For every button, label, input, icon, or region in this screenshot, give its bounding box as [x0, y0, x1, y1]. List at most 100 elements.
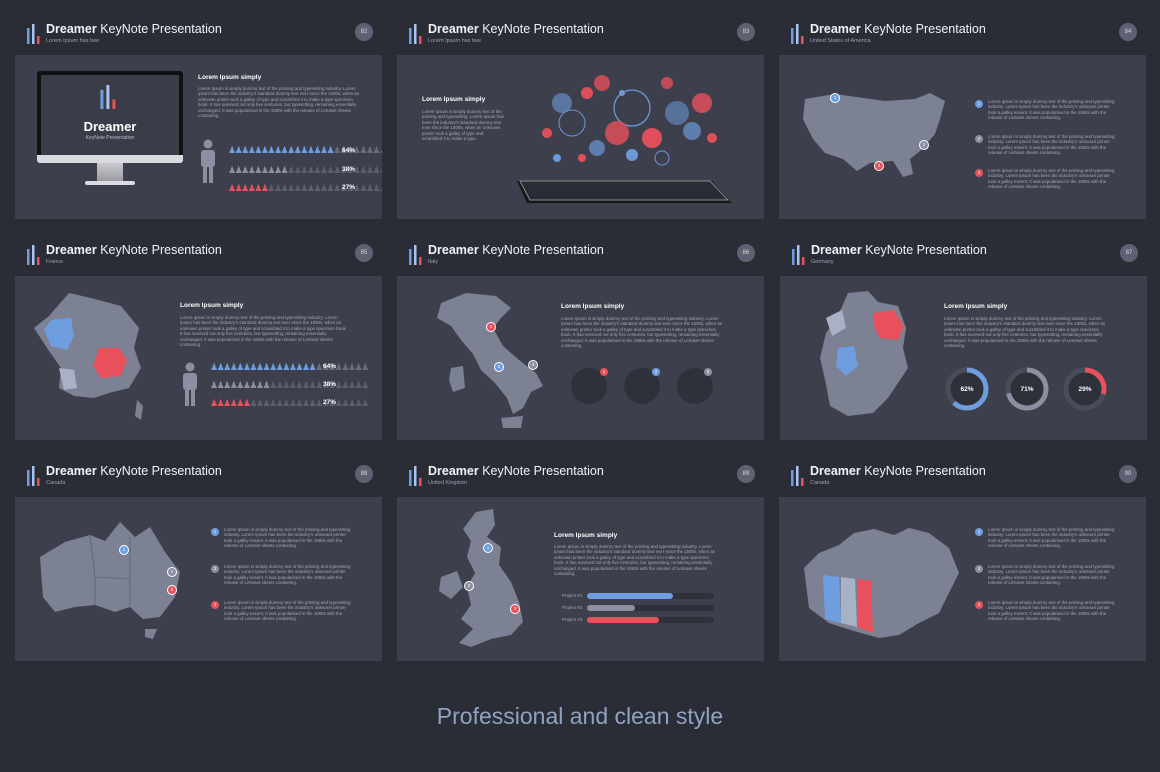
- slide-number-badge: 84: [1119, 23, 1137, 41]
- phone-bubbles-illustration: [517, 75, 732, 203]
- usa-map-icon: [803, 93, 945, 177]
- monitor-mockup: Dreamer KeyNote Presentation: [37, 71, 183, 193]
- people-row-red: ♟♟♟♟♟♟♟♟♟♟♟♟♟♟♟♟♟♟♟♟♟♟♟♟: [210, 398, 369, 408]
- map-pin-1[interactable]: 1: [486, 322, 496, 332]
- map-pin-1[interactable]: 1: [483, 543, 493, 553]
- people-row-grey: ♟♟♟♟♟♟♟♟♟♟♟♟♟♟♟♟♟♟♟♟♟♟♟♟: [210, 380, 369, 390]
- donut-chart-3: [1063, 367, 1107, 411]
- map-pin-2[interactable]: 2: [919, 140, 929, 150]
- slide-heading: Lorem Ipsum simply: [180, 302, 244, 309]
- slide-number-badge: 88: [355, 465, 373, 483]
- slide-paragraph: Lorem Ipsum is simply dummy text of the …: [422, 109, 504, 142]
- tagline: Professional and clean style: [436, 703, 724, 729]
- project-bar-1: [587, 593, 714, 599]
- uk-map-icon: [439, 509, 523, 647]
- slide-subtitle: United Kingdom: [428, 480, 468, 486]
- map-pin-2[interactable]: 2: [167, 567, 177, 577]
- project-bar-3: [587, 617, 714, 623]
- map-pin-2[interactable]: 2: [464, 581, 474, 591]
- slide-subtitle: Lorem Ipsum has bee: [428, 38, 482, 44]
- list-number-2: 2: [975, 565, 983, 573]
- bar-logo-icon: [791, 24, 804, 44]
- slide-title: Dreamer KeyNote Presentation: [46, 22, 222, 36]
- slide-subtitle: Canada: [46, 480, 66, 486]
- person-icon: [183, 362, 197, 406]
- list-number-1: 1: [975, 100, 983, 108]
- bar-logo-icon: [792, 245, 805, 265]
- slide-82[interactable]: Dreamer KeyNote Presentation Lorem Ipsum…: [15, 13, 382, 219]
- slide-84[interactable]: Dreamer KeyNote Presentation United Stat…: [779, 13, 1146, 219]
- list-item-text: Lorem Ipsum is simply dummy text of the …: [988, 564, 1115, 586]
- percent-2: 38%: [323, 381, 337, 388]
- bar-logo-icon: [27, 466, 40, 486]
- map-pin-3[interactable]: 3: [874, 161, 884, 171]
- slide-paragraph: Lorem Ipsum is simply dummy text of the …: [198, 86, 360, 119]
- map-pin-3[interactable]: 3: [528, 360, 538, 370]
- people-row-blue: ♟♟♟♟♟♟♟♟♟♟♟♟♟♟♟♟♟♟♟♟♟♟♟♟: [210, 362, 369, 372]
- slide-title: Dreamer KeyNote Presentation: [46, 464, 222, 478]
- stat-marker-1: 1: [600, 368, 608, 376]
- percent-2: 38%: [342, 166, 356, 173]
- slide-85[interactable]: Dreamer KeyNote Presentation France 85 L…: [15, 234, 382, 440]
- slide-subtitle: Italy: [428, 259, 439, 265]
- italy-map-icon: [437, 293, 543, 428]
- list-item-text: Lorem Ipsum is simply dummy text of the …: [988, 99, 1115, 121]
- slide-title: Dreamer KeyNote Presentation: [810, 22, 986, 36]
- slide-subtitle: United States of America: [810, 38, 871, 44]
- percent-1: 64%: [342, 147, 356, 154]
- bar-logo-icon: [409, 466, 422, 486]
- slide-body: Dreamer KeyNote Presentation Lorem Ipsum…: [15, 55, 382, 219]
- list-item-text: Lorem Ipsum is simply dummy text of the …: [988, 527, 1115, 549]
- slide-88[interactable]: Dreamer KeyNote Presentation Canada 88 1…: [15, 455, 382, 661]
- slide-body: Lorem Ipsum simply Lorem Ipsum is simply…: [397, 55, 764, 219]
- monitor-subtitle: KeyNote Presentation: [85, 135, 135, 141]
- map-pin-1[interactable]: 1: [830, 93, 840, 103]
- slide-subtitle: Canada: [810, 480, 830, 486]
- people-row-grey: ♟♟♟♟♟♟♟♟♟♟♟♟♟♟♟♟♟♟♟♟♟♟♟♟: [228, 165, 382, 175]
- donut-label-2: 71%: [1020, 386, 1034, 393]
- slide-body: 1 2 3 1 Lorem Ipsum is simply dummy text…: [15, 497, 382, 661]
- map-pin-3[interactable]: 3: [510, 604, 520, 614]
- slide-title: Dreamer KeyNote Presentation: [428, 22, 604, 36]
- slide-87[interactable]: Dreamer KeyNote Presentation Germany 87 …: [780, 234, 1147, 440]
- monitor-logo-icon: [100, 85, 116, 109]
- slide-86[interactable]: Dreamer KeyNote Presentation Italy 86 1 …: [397, 234, 764, 440]
- list-item-text: Lorem Ipsum is simply dummy text of the …: [224, 564, 351, 586]
- australia-map-icon: [40, 522, 180, 639]
- slide-header: Dreamer KeyNote Presentation Canada 90: [779, 455, 1146, 495]
- france-map-icon: [34, 293, 143, 420]
- list-item-text: Lorem Ipsum is simply dummy text of the …: [224, 600, 351, 622]
- slide-body: 1 2 3 Lorem Ipsum simply Lorem Ipsum is …: [397, 497, 764, 661]
- list-number-3: 3: [211, 601, 219, 609]
- slide-body: Lorem Ipsum simply Lorem Ipsum is simply…: [780, 276, 1147, 440]
- donut-chart-2: [1005, 367, 1049, 411]
- monitor-title: Dreamer: [83, 119, 137, 134]
- slide-header: Dreamer KeyNote Presentation Italy 86: [397, 234, 764, 274]
- bar-logo-icon: [27, 24, 40, 44]
- project-label-2: Project #2: [562, 605, 583, 610]
- list-number-3: 3: [975, 601, 983, 609]
- slide-number-badge: 86: [737, 244, 755, 262]
- percent-3: 27%: [342, 184, 356, 191]
- map-pin-2[interactable]: 2: [494, 362, 504, 372]
- person-icon: [201, 139, 215, 183]
- slide-89[interactable]: Dreamer KeyNote Presentation United King…: [397, 455, 764, 661]
- slide-title: Dreamer KeyNote Presentation: [811, 243, 987, 257]
- slide-subtitle: France: [46, 259, 64, 265]
- slide-body: 1 2 3 1 Lorem Ipsum is simply dummy text…: [779, 55, 1146, 219]
- list-number-1: 1: [975, 528, 983, 536]
- slide-header: Dreamer KeyNote Presentation Canada 88: [15, 455, 382, 495]
- slide-header: Dreamer KeyNote Presentation Lorem Ipsum…: [15, 13, 382, 53]
- slide-83[interactable]: Dreamer KeyNote Presentation Lorem Ipsum…: [397, 13, 764, 219]
- map-pin-1[interactable]: 1: [119, 545, 129, 555]
- slide-title: Dreamer KeyNote Presentation: [428, 243, 604, 257]
- slide-paragraph: Lorem Ipsum is simply dummy text of the …: [554, 544, 716, 577]
- project-fill-1: [587, 593, 674, 599]
- percent-3: 27%: [323, 399, 337, 406]
- project-bar-2: [587, 605, 714, 611]
- bar-logo-icon: [791, 466, 804, 486]
- list-item-text: Lorem Ipsum is simply dummy text of the …: [988, 600, 1115, 622]
- list-item-text: Lorem Ipsum is simply dummy text of the …: [988, 168, 1115, 190]
- map-pin-3[interactable]: 3: [167, 585, 177, 595]
- slide-90[interactable]: Dreamer KeyNote Presentation Canada 90 1…: [779, 455, 1146, 661]
